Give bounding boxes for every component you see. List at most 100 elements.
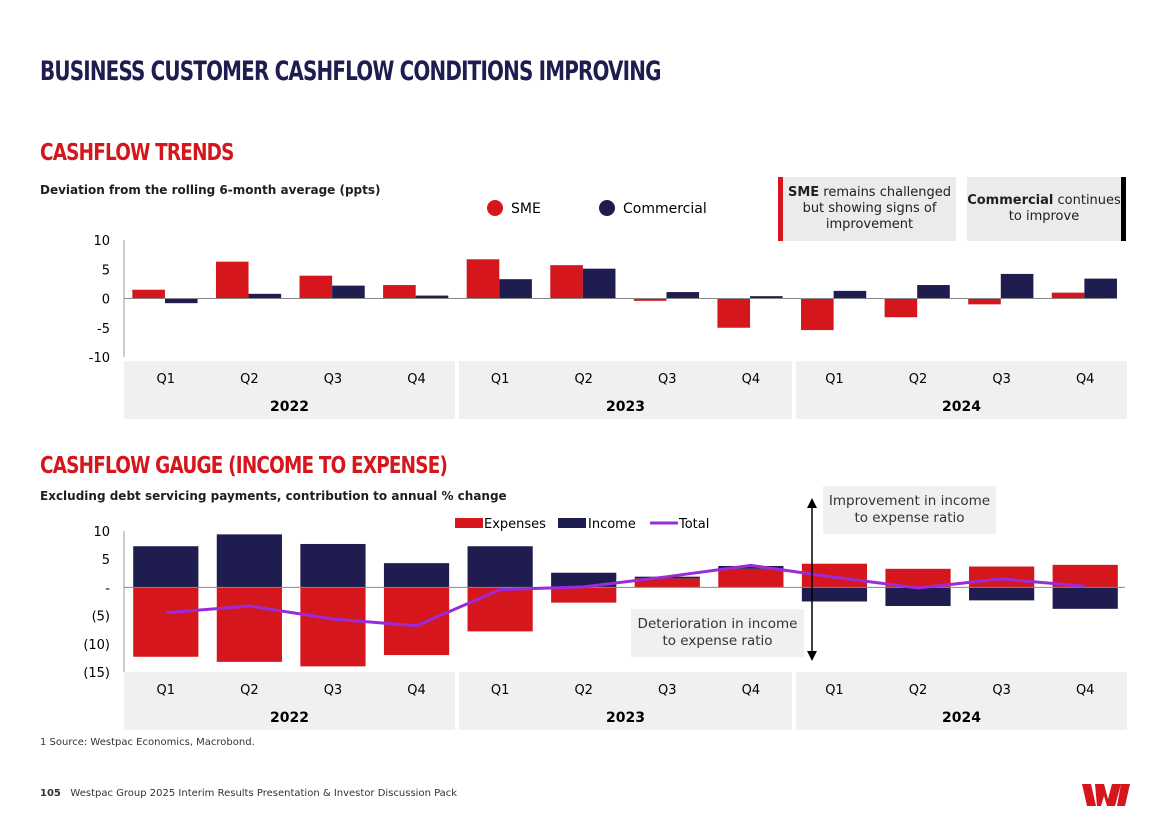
legend-sme-icon xyxy=(487,200,503,216)
x-tick-label: Q1 xyxy=(157,372,176,387)
commercial-bar xyxy=(833,290,867,299)
page-title: BUSINESS CUSTOMER CASHFLOW CONDITIONS IM… xyxy=(40,56,661,87)
sme-bar xyxy=(132,289,165,299)
commercial-bar xyxy=(1000,273,1034,299)
expenses-bar xyxy=(634,578,700,588)
y-tick-label: -10 xyxy=(89,351,110,366)
commercial-bar xyxy=(248,293,282,299)
x-tick-label: Q2 xyxy=(240,683,259,698)
x-tick-label: Q4 xyxy=(742,683,761,698)
y-tick-label: 5 xyxy=(102,553,110,568)
page-number: 105 xyxy=(40,788,61,799)
commercial-callout-text: continues to improve xyxy=(1008,193,1121,224)
expenses-bar xyxy=(885,568,951,588)
y-tick-label: - xyxy=(105,581,110,596)
year-band xyxy=(459,361,792,419)
x-tick-label: Q2 xyxy=(909,683,928,698)
income-bar xyxy=(801,587,868,602)
x-tick-label: Q3 xyxy=(324,372,343,387)
year-label-2024: 2024 xyxy=(942,710,981,726)
expenses-bar xyxy=(969,566,1035,588)
expenses-bar xyxy=(718,568,784,588)
sme-callout-bold: SME xyxy=(787,185,820,200)
x-tick-label: Q4 xyxy=(407,372,426,387)
year-band xyxy=(124,672,455,730)
chart2-subtitle: Excluding debt servicing payments, contr… xyxy=(40,489,507,503)
sme-bar xyxy=(299,275,333,299)
year-label-2023: 2023 xyxy=(606,399,645,415)
expenses-bar xyxy=(300,587,366,667)
y-tick-label: (5) xyxy=(92,610,110,625)
year-label-2023: 2023 xyxy=(606,710,645,726)
expenses-bar xyxy=(551,587,617,603)
x-tick-label: Q3 xyxy=(658,372,677,387)
westpac-logo xyxy=(1082,784,1130,806)
total-line xyxy=(165,563,1086,628)
sme-bar xyxy=(1051,292,1085,299)
commercial-bar xyxy=(164,298,198,304)
x-tick-label: Q3 xyxy=(992,683,1011,698)
commercial-bar xyxy=(1084,278,1117,299)
x-tick-label: Q3 xyxy=(658,683,677,698)
income-bar xyxy=(133,546,199,588)
y-tick-label: 10 xyxy=(93,525,110,540)
sme-bar xyxy=(383,285,416,299)
expenses-bar xyxy=(216,587,282,662)
y-tick-label: -5 xyxy=(97,322,110,337)
sme-bar xyxy=(215,261,249,299)
legend-total-label: Total xyxy=(678,517,709,532)
y-tick-label: (10) xyxy=(83,638,110,653)
deterioration-callout: Deterioration in income to expense ratio xyxy=(631,609,804,657)
x-tick-label: Q2 xyxy=(574,683,593,698)
legend-commercial-label: Commercial xyxy=(623,201,707,217)
sme-bar xyxy=(717,298,751,328)
expenses-bar xyxy=(1052,564,1118,588)
expenses-bar xyxy=(467,587,533,632)
x-tick-label: Q2 xyxy=(574,372,593,387)
source-note: 1 Source: Westpac Economics, Macrobond. xyxy=(40,737,255,748)
expenses-bar xyxy=(801,563,868,588)
sme-bar xyxy=(801,298,834,331)
legend-commercial-icon xyxy=(599,200,615,216)
income-bar xyxy=(383,563,450,588)
arrow-down-icon xyxy=(807,651,817,661)
arrow-up-icon xyxy=(807,498,817,508)
x-tick-label: Q4 xyxy=(1076,683,1095,698)
x-tick-label: Q1 xyxy=(491,683,510,698)
income-bar xyxy=(1052,587,1118,609)
x-tick-label: Q3 xyxy=(992,372,1011,387)
expenses-bar xyxy=(383,587,450,656)
commercial-bar xyxy=(582,268,616,299)
year-band xyxy=(124,361,455,419)
commercial-bar xyxy=(666,292,700,299)
year-band xyxy=(796,672,1127,730)
chart1-subtitle: Deviation from the rolling 6-month avera… xyxy=(40,183,381,197)
commercial-callout: Commercial continues to improve xyxy=(967,177,1126,241)
improvement-callout: Improvement in income to expense ratio xyxy=(823,486,996,534)
income-bar xyxy=(969,587,1035,601)
year-label-2024: 2024 xyxy=(942,399,981,415)
y-tick-label: (15) xyxy=(83,666,110,681)
sme-callout-text: remains challenged but showing signs of … xyxy=(802,185,952,232)
footer-text: Westpac Group 2025 Interim Results Prese… xyxy=(70,788,458,799)
commercial-callout-bold: Commercial xyxy=(967,193,1054,208)
sme-bar xyxy=(968,298,1001,305)
commercial-bar xyxy=(750,296,783,299)
expenses-bar xyxy=(133,587,199,657)
y-tick-label: 10 xyxy=(93,234,110,249)
x-tick-label: Q1 xyxy=(491,372,510,387)
x-tick-label: Q1 xyxy=(157,683,176,698)
commercial-bar xyxy=(332,285,365,299)
income-bar xyxy=(467,546,533,588)
y-tick-label: 0 xyxy=(102,293,110,308)
legend-expenses-icon xyxy=(455,518,483,528)
commercial-bar xyxy=(499,279,532,299)
legend-income-icon xyxy=(558,518,586,528)
x-tick-label: Q1 xyxy=(825,372,844,387)
chart1-title: CASHFLOW TRENDS xyxy=(40,140,234,166)
sme-callout: SME remains challenged but showing signs… xyxy=(778,177,956,241)
y-tick-label: 5 xyxy=(102,263,110,278)
income-bar xyxy=(300,543,366,588)
legend-income-label: Income xyxy=(588,517,636,532)
